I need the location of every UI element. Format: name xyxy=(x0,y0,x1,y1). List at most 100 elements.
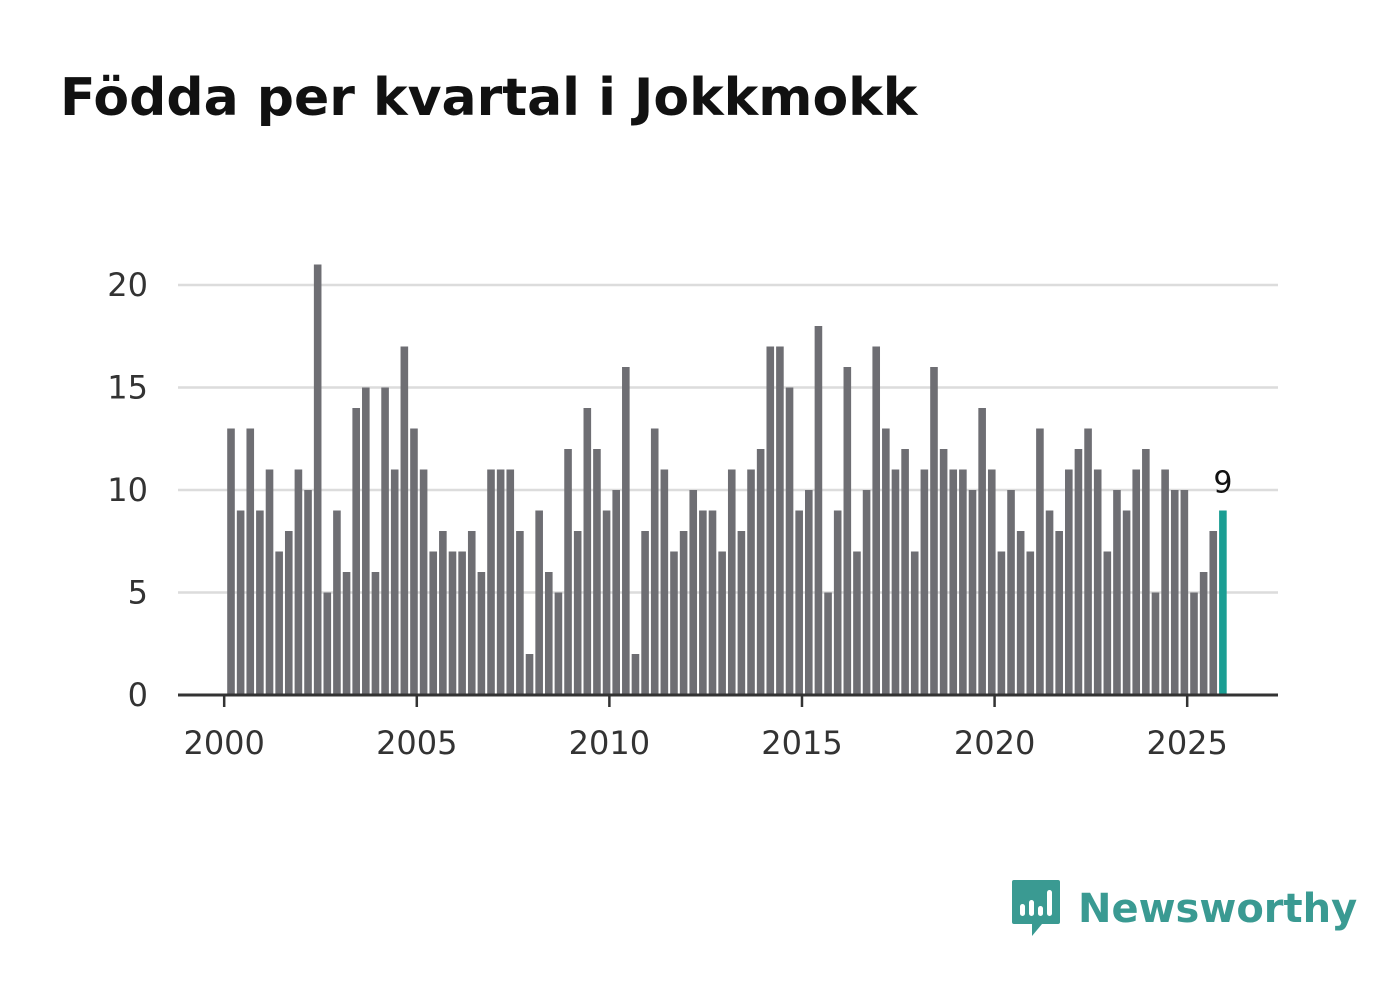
bar xyxy=(439,531,447,695)
brand-name: Newsworthy xyxy=(1078,886,1358,932)
x-tick-label: 2005 xyxy=(376,724,457,762)
bar xyxy=(400,346,409,695)
y-tick-label: 10 xyxy=(107,471,148,509)
bar xyxy=(477,572,486,695)
bar xyxy=(304,490,312,695)
bar xyxy=(544,572,553,695)
bar xyxy=(265,469,274,695)
bar xyxy=(362,387,370,695)
bar xyxy=(236,510,245,695)
bar xyxy=(256,510,264,695)
bar xyxy=(227,428,235,695)
bar xyxy=(602,510,611,695)
bar xyxy=(622,367,630,695)
bar xyxy=(853,551,861,695)
bar xyxy=(1084,428,1092,695)
x-tick-label: 2015 xyxy=(761,724,842,762)
bar xyxy=(891,469,900,695)
bar xyxy=(949,469,958,695)
bar xyxy=(699,510,707,695)
bar xyxy=(795,510,803,695)
bar xyxy=(1093,469,1102,695)
bar xyxy=(410,428,418,695)
bar xyxy=(448,551,457,695)
bar xyxy=(1209,531,1218,695)
bar xyxy=(525,654,534,695)
bar xyxy=(679,531,688,695)
bar xyxy=(1113,490,1121,695)
bar xyxy=(381,387,389,695)
bar xyxy=(573,531,582,695)
bar xyxy=(805,490,813,695)
bar xyxy=(612,490,620,695)
bar xyxy=(737,531,746,695)
bar xyxy=(506,469,515,695)
bar xyxy=(727,469,736,695)
bar xyxy=(294,469,303,695)
bar xyxy=(342,572,351,695)
bar xyxy=(631,654,640,695)
bar xyxy=(284,531,293,695)
bar xyxy=(554,592,563,695)
bar xyxy=(246,428,255,695)
chart-title: Födda per kvartal i Jokkmokk xyxy=(60,68,918,128)
bar xyxy=(583,408,592,695)
bar xyxy=(1199,572,1208,695)
bar xyxy=(670,551,678,695)
bar xyxy=(1036,428,1044,695)
bar xyxy=(467,531,476,695)
bar xyxy=(1007,490,1015,695)
bar xyxy=(862,490,871,695)
bar xyxy=(1161,469,1169,695)
bar xyxy=(429,551,438,695)
newsworthy-logo: Newsworthy xyxy=(1010,878,1357,940)
bar xyxy=(987,469,996,695)
bar xyxy=(419,469,428,695)
bar xyxy=(901,449,909,695)
bar xyxy=(1132,469,1141,695)
newsworthy-logo-icon xyxy=(1012,880,1060,936)
bar xyxy=(458,551,466,695)
bar xyxy=(496,469,505,695)
bar xyxy=(564,449,572,695)
bar xyxy=(1180,490,1189,695)
bar xyxy=(872,346,881,695)
bar xyxy=(708,510,717,695)
bar xyxy=(1045,510,1054,695)
bar xyxy=(313,264,322,695)
bar xyxy=(352,408,360,695)
x-tick-label: 2000 xyxy=(183,724,264,762)
bar xyxy=(1016,531,1025,695)
bar xyxy=(487,469,495,695)
y-tick-label: 20 xyxy=(107,266,148,304)
bar xyxy=(323,592,332,695)
bar xyxy=(593,449,601,695)
x-tick-label: 2010 xyxy=(569,724,650,762)
bar xyxy=(390,469,399,695)
bar xyxy=(275,551,283,695)
bar xyxy=(814,326,823,695)
bar xyxy=(1142,449,1150,695)
bar xyxy=(997,551,1006,695)
bar xyxy=(930,367,938,695)
bar xyxy=(641,531,649,695)
bar xyxy=(882,428,890,695)
x-tick-label: 2020 xyxy=(954,724,1035,762)
bar xyxy=(843,367,852,695)
bar xyxy=(978,408,986,695)
bar xyxy=(535,510,543,695)
bar xyxy=(1103,551,1112,695)
bar xyxy=(756,449,765,695)
bar-highlight xyxy=(1219,510,1227,695)
bar xyxy=(1074,449,1083,695)
bar xyxy=(660,469,669,695)
bar xyxy=(910,551,919,695)
bar xyxy=(939,449,948,695)
bar xyxy=(1026,551,1035,695)
bar xyxy=(516,531,524,695)
bar xyxy=(718,551,726,695)
bar xyxy=(959,469,967,695)
bar xyxy=(1151,592,1160,695)
bar xyxy=(689,490,698,695)
